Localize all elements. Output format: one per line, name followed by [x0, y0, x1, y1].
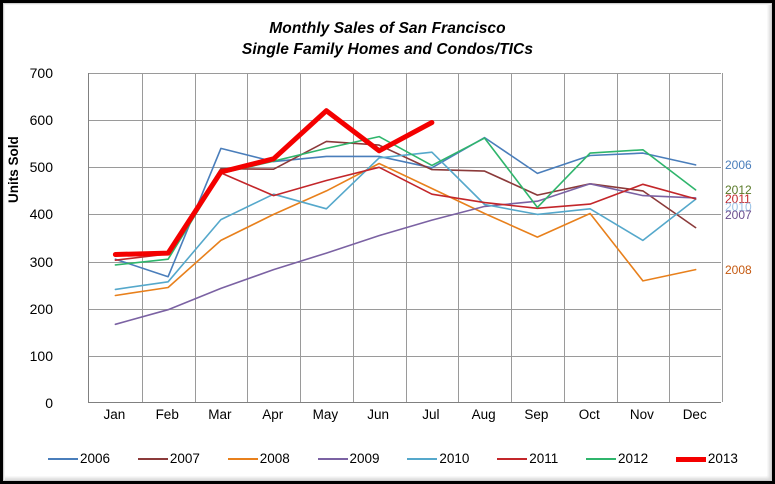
gridline-vertical [405, 73, 407, 402]
legend-swatch-2012 [586, 458, 617, 460]
gridline-vertical [616, 73, 618, 402]
legend-swatch-2009 [317, 458, 348, 460]
series-end-label-2011: 2011 [725, 191, 751, 206]
legend-item-2006[interactable]: 2006 [48, 452, 110, 466]
gridline-vertical [563, 73, 565, 402]
y-axis-tick-label: 400 [29, 206, 53, 223]
gridline-top [89, 73, 721, 74]
legend-label-2012: 2012 [618, 451, 649, 466]
chart-canvas: Monthly Sales of San Francisco Single Fa… [6, 8, 767, 476]
legend-label-2013: 2013 [707, 451, 738, 466]
gridline-horizontal [89, 261, 721, 263]
x-axis-tick-label: Sep [524, 407, 549, 422]
legend-item-2010[interactable]: 2010 [407, 452, 469, 466]
series-line-2009 [114, 183, 697, 326]
series-end-label-2010: 2010 [725, 199, 752, 214]
x-axis-tick-label: Jun [367, 407, 390, 422]
legend-label-2008: 2008 [259, 451, 290, 466]
series-end-label-2006: 2006 [725, 157, 752, 172]
legend-label-2009: 2009 [349, 451, 380, 466]
legend-item-2007[interactable]: 2007 [137, 451, 200, 466]
chart-title-line-1: Monthly Sales of San Francisco [269, 20, 506, 37]
x-axis-tick-label: May [312, 407, 339, 422]
y-axis-tick-label: 700 [29, 65, 53, 81]
legend-label-2006: 2006 [80, 451, 111, 466]
gridline-vertical [141, 73, 143, 402]
series-line-2011 [114, 166, 697, 261]
chart-title-line-2: Single Family Homes and Condos/TICs [241, 41, 534, 58]
gridline-vertical [458, 73, 460, 402]
series-end-label-2012: 2012 [725, 182, 752, 197]
legend-swatch-2006 [48, 458, 78, 460]
gridline-vertical [669, 73, 671, 402]
x-axis-tick-label: Mar [208, 407, 232, 422]
x-axis-tick-label: Apr [262, 407, 284, 422]
gridline-horizontal [89, 308, 721, 310]
gridlines [89, 73, 723, 402]
gridline-horizontal [89, 214, 721, 216]
series-line-2010 [114, 151, 697, 291]
y-axis-tick-label: 100 [29, 347, 53, 364]
series-line-2013 [112, 108, 435, 257]
gridline-vertical [194, 73, 196, 402]
gridline-vertical [352, 73, 354, 402]
gridline-horizontal [89, 355, 721, 357]
legend-swatch-2013 [675, 456, 706, 462]
y-axis-tick-label: 600 [29, 112, 53, 129]
legend-item-2009[interactable]: 2009 [317, 451, 380, 466]
legend-item-2012[interactable]: 2012 [586, 452, 648, 466]
gridline-horizontal [89, 167, 721, 169]
legend-item-2008[interactable]: 2008 [227, 451, 290, 466]
x-axis-tick-label: Jan [103, 407, 126, 422]
plot-wrapper: Units Sold 700 600 500 400 300 200 100 0 Jan Feb… [6, 8, 767, 476]
legend-swatch-2007 [137, 458, 168, 460]
gridline-vertical [511, 73, 512, 402]
legend-item-2011[interactable]: 2011 [497, 452, 558, 466]
chart-title: Monthly Sales of San Francisco Single Fa… [8, 18, 767, 60]
series-lines [112, 108, 697, 326]
legend-swatch-2010 [407, 458, 438, 460]
gridline-vertical [300, 73, 301, 402]
y-axis-tick-label: 200 [29, 300, 53, 317]
gridline-vertical [722, 73, 723, 402]
gridline-vertical [247, 73, 249, 402]
legend-swatch-2011 [497, 458, 528, 460]
gridline-horizontal [89, 120, 721, 122]
series-line-2008 [114, 162, 697, 297]
legend-label-2010: 2010 [439, 451, 470, 466]
x-axis-tick-label: Feb [155, 407, 179, 422]
x-axis-tick-label: Jul [422, 407, 440, 422]
x-axis-tick-label: Aug [471, 407, 496, 422]
legend-item-2013[interactable]: 2013 [675, 451, 738, 466]
series-line-2006 [114, 136, 697, 278]
y-axis-tick-label: 300 [29, 253, 53, 270]
chart-legend: 2006 2007 2008 2009 2010 2011 2012 2013 [48, 448, 738, 470]
x-axis-tick-label: Nov [629, 407, 654, 422]
legend-label-2011: 2011 [529, 451, 559, 466]
y-axis-tick-label: 500 [29, 159, 53, 176]
legend-label-2007: 2007 [169, 451, 200, 466]
x-axis-tick-label: Dec [682, 407, 707, 422]
legend-swatch-2008 [227, 458, 258, 460]
plot-area [88, 73, 723, 403]
series-end-label-2007: 2007 [725, 208, 752, 223]
series-end-label-2008: 2008 [725, 262, 752, 277]
x-axis-tick-label: Oct [578, 407, 600, 422]
y-axis-tick-label: 0 [45, 395, 53, 411]
